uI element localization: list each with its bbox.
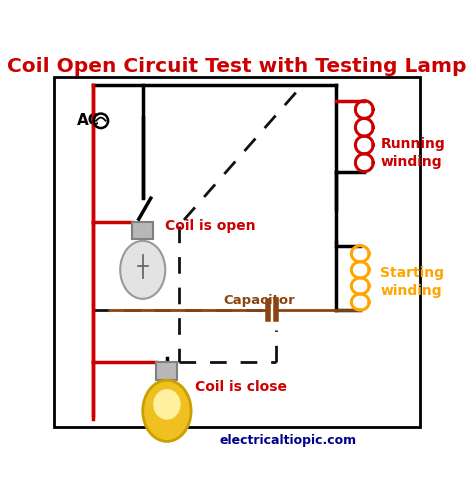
Text: Coil Open Circuit Test with Testing Lamp: Coil Open Circuit Test with Testing Lamp [7, 57, 467, 76]
Text: Coil is open: Coil is open [165, 219, 256, 233]
Bar [132, 222, 153, 239]
Text: Starting
winding: Starting winding [381, 266, 445, 298]
Text: Capacitor: Capacitor [223, 294, 295, 307]
Bar [156, 362, 177, 380]
Ellipse shape [153, 389, 181, 419]
Text: AC: AC [77, 113, 100, 128]
Ellipse shape [120, 241, 165, 299]
Ellipse shape [143, 380, 191, 441]
Text: Running
winding: Running winding [381, 137, 445, 169]
Text: electricaltiopic.com: electricaltiopic.com [219, 434, 356, 447]
Text: Coil is close: Coil is close [195, 380, 287, 394]
